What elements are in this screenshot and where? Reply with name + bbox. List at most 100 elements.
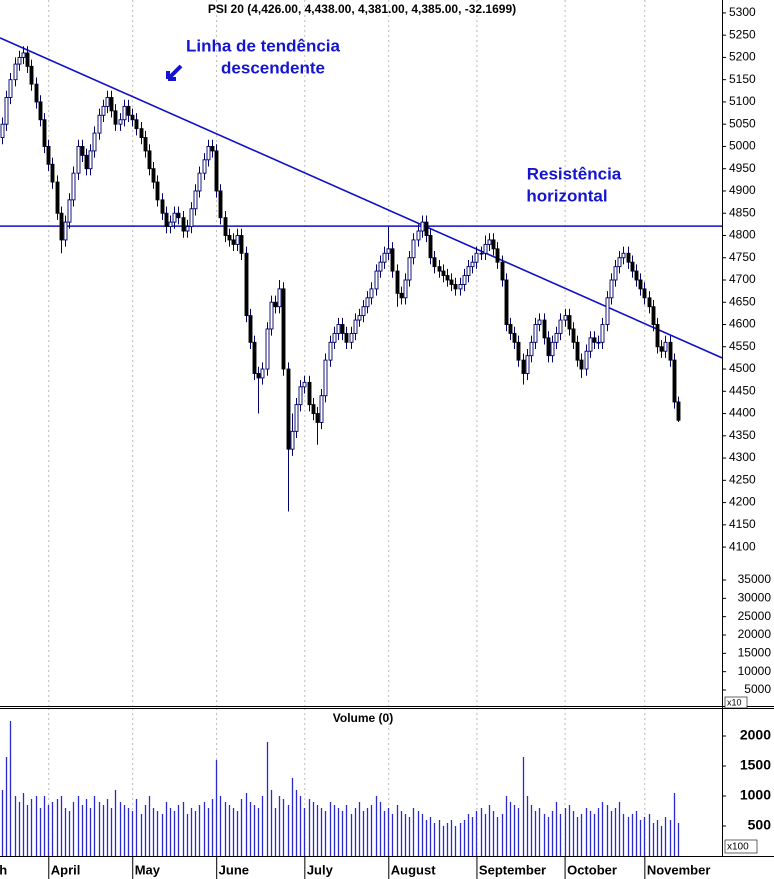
candle-body [504, 279, 509, 325]
candle-body [521, 359, 526, 374]
candle-body [189, 208, 194, 228]
candle-body [642, 288, 647, 299]
candle-body [332, 332, 337, 343]
candle-body [655, 324, 660, 348]
candle-body [487, 239, 492, 245]
candle-body [437, 266, 442, 272]
candle-body [386, 248, 391, 254]
candle-body [273, 301, 278, 308]
candle-body [172, 212, 177, 223]
candle-body [143, 137, 148, 152]
volume-tick-label: 2000 [740, 727, 771, 743]
candle-body [8, 79, 13, 98]
annotation-arrow [166, 64, 183, 81]
candle-body [533, 324, 538, 343]
candle-body [168, 221, 173, 228]
candle-body [554, 332, 559, 343]
candle-body [113, 110, 118, 125]
candle-body [76, 146, 81, 174]
candle-body [185, 226, 190, 232]
candle-body [416, 230, 421, 241]
candle-body [668, 341, 673, 361]
candle-body [126, 105, 131, 116]
candle-body [218, 190, 223, 219]
candle-body [659, 346, 664, 352]
candle-body [0, 123, 5, 138]
y-tick-label: 4950 [729, 161, 756, 175]
candle-body [21, 52, 26, 58]
y-tick-label: 4850 [729, 205, 756, 219]
candle-body [59, 212, 64, 241]
y-tick-label: 4650 [729, 294, 756, 308]
candle-body [336, 324, 341, 334]
candle-body [500, 261, 505, 281]
candle-body [319, 395, 324, 423]
candle-body [621, 252, 626, 259]
candle-body [537, 319, 542, 325]
candle-body [403, 279, 408, 299]
candle-body [592, 337, 597, 343]
y-tick-label: 4800 [729, 228, 756, 242]
candle-body [424, 221, 429, 236]
candle-body [252, 341, 257, 374]
candle-body [269, 301, 274, 330]
candle-body [92, 132, 97, 152]
candle-body [571, 328, 576, 343]
annotation: descendente [221, 58, 325, 77]
candle-body [13, 63, 18, 81]
candle-body [600, 324, 605, 343]
candle-body [626, 252, 631, 263]
candle-body [609, 279, 614, 299]
candle-body [46, 146, 51, 165]
y2-tick-label: 15000 [738, 646, 772, 660]
candle-body [17, 56, 22, 65]
candle-body [155, 181, 160, 201]
candle-body [139, 128, 144, 138]
candle-body [357, 315, 362, 321]
candle-body [474, 252, 479, 263]
candle-body [286, 368, 291, 450]
candle-body [676, 401, 681, 421]
x-tick-label: March [0, 862, 7, 877]
y-tick-label: 4400 [729, 406, 756, 420]
candle-body [542, 319, 547, 339]
annotation: Linha de tendência [186, 36, 341, 55]
candle-body [147, 150, 152, 170]
candle-body [315, 413, 320, 423]
volume-scale-label: x100 [727, 842, 749, 853]
candle-body [311, 404, 316, 414]
candle-body [441, 270, 446, 276]
y-tick-label: 5050 [729, 116, 756, 130]
y-tick-label: 4750 [729, 250, 756, 264]
candle-body [613, 266, 618, 281]
scale-box [724, 696, 748, 709]
x-tick-label: August [391, 862, 436, 877]
candle-body [109, 97, 114, 112]
y-tick-label: 5200 [729, 50, 756, 64]
x-tick-label: April [51, 862, 81, 877]
trend-line [0, 37, 723, 359]
candle-body [193, 190, 198, 210]
candle-body [428, 235, 433, 259]
candle-body [462, 275, 467, 285]
candle-body [411, 239, 416, 259]
candle-body [353, 319, 358, 334]
candle-body [210, 146, 215, 152]
candle-body [118, 119, 123, 125]
candle-body [97, 114, 102, 134]
y2-tick-label: 30000 [738, 591, 772, 605]
candle-body [588, 337, 593, 352]
candle-body [546, 337, 551, 357]
y-tick-label: 5300 [729, 5, 756, 19]
candle-body [663, 341, 668, 352]
candle-body [567, 315, 572, 330]
candle-body [453, 283, 458, 290]
candle-body [483, 243, 488, 254]
candle-body [265, 328, 270, 370]
candle-body [399, 292, 404, 299]
candle-body [361, 306, 366, 317]
candle-body [214, 150, 219, 192]
candle-body [235, 235, 240, 245]
y-tick-label: 4350 [729, 428, 756, 442]
candle-body [206, 146, 211, 161]
